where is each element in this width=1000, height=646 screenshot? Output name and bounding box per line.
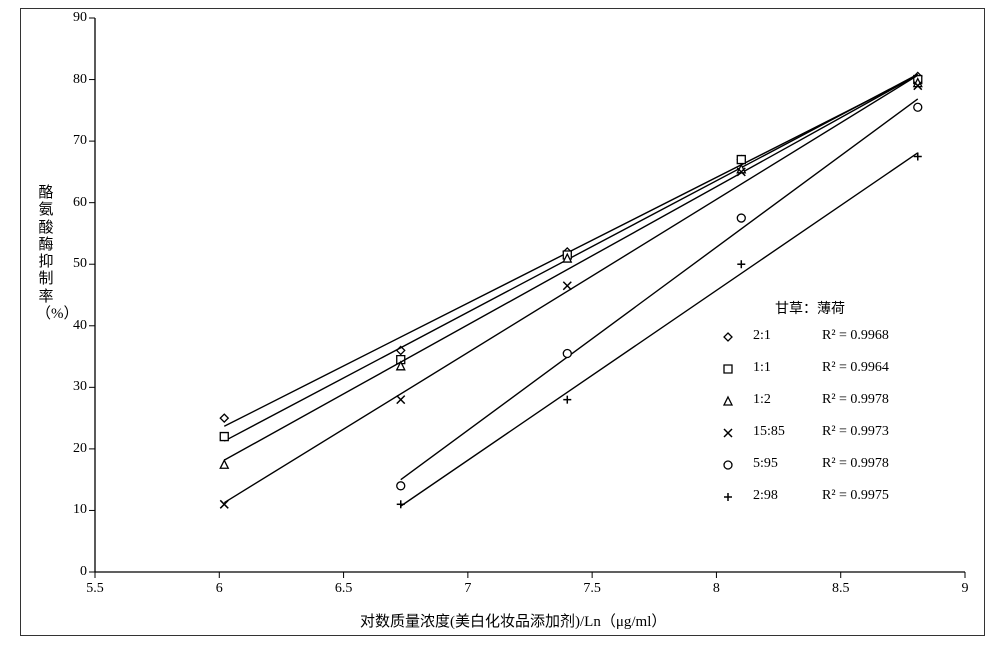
x-tick-label: 6 [216, 581, 223, 597]
legend-r2: R² = 0.9978 [822, 456, 889, 472]
legend-r2: R² = 0.9973 [822, 424, 889, 440]
x-tick-label: 5.5 [86, 581, 104, 597]
x-tick-label: 8 [713, 581, 720, 597]
x-tick-label: 9 [962, 581, 969, 597]
y-tick-label: 50 [63, 256, 87, 272]
chart-container: 酪氨酸酶抑制率（%） 对数质量浓度(美白化妆品添加剂)/Ln（μg/ml） 甘草… [0, 0, 1000, 646]
legend-r2: R² = 0.9975 [822, 488, 889, 504]
y-tick-label: 30 [63, 379, 87, 395]
legend-ratio: 2:98 [753, 488, 778, 504]
y-tick-label: 20 [63, 441, 87, 457]
legend-ratio: 1:2 [753, 392, 771, 408]
y-tick-label: 90 [63, 10, 87, 26]
x-tick-label: 7 [464, 581, 471, 597]
chart-svg [0, 0, 1000, 646]
legend-ratio: 5:95 [753, 456, 778, 472]
y-tick-label: 40 [63, 318, 87, 334]
y-tick-label: 10 [63, 502, 87, 518]
x-tick-label: 6.5 [335, 581, 353, 597]
legend-r2: R² = 0.9964 [822, 360, 889, 376]
legend-ratio: 15:85 [753, 424, 785, 440]
y-tick-label: 80 [63, 72, 87, 88]
x-tick-label: 8.5 [832, 581, 850, 597]
x-tick-label: 7.5 [583, 581, 601, 597]
legend-ratio: 1:1 [753, 360, 771, 376]
y-tick-label: 70 [63, 133, 87, 149]
legend-r2: R² = 0.9968 [822, 328, 889, 344]
legend-ratio: 2:1 [753, 328, 771, 344]
y-tick-label: 0 [63, 564, 87, 580]
y-tick-label: 60 [63, 195, 87, 211]
legend-title: 甘草：薄荷 [775, 298, 845, 318]
legend-r2: R² = 0.9978 [822, 392, 889, 408]
